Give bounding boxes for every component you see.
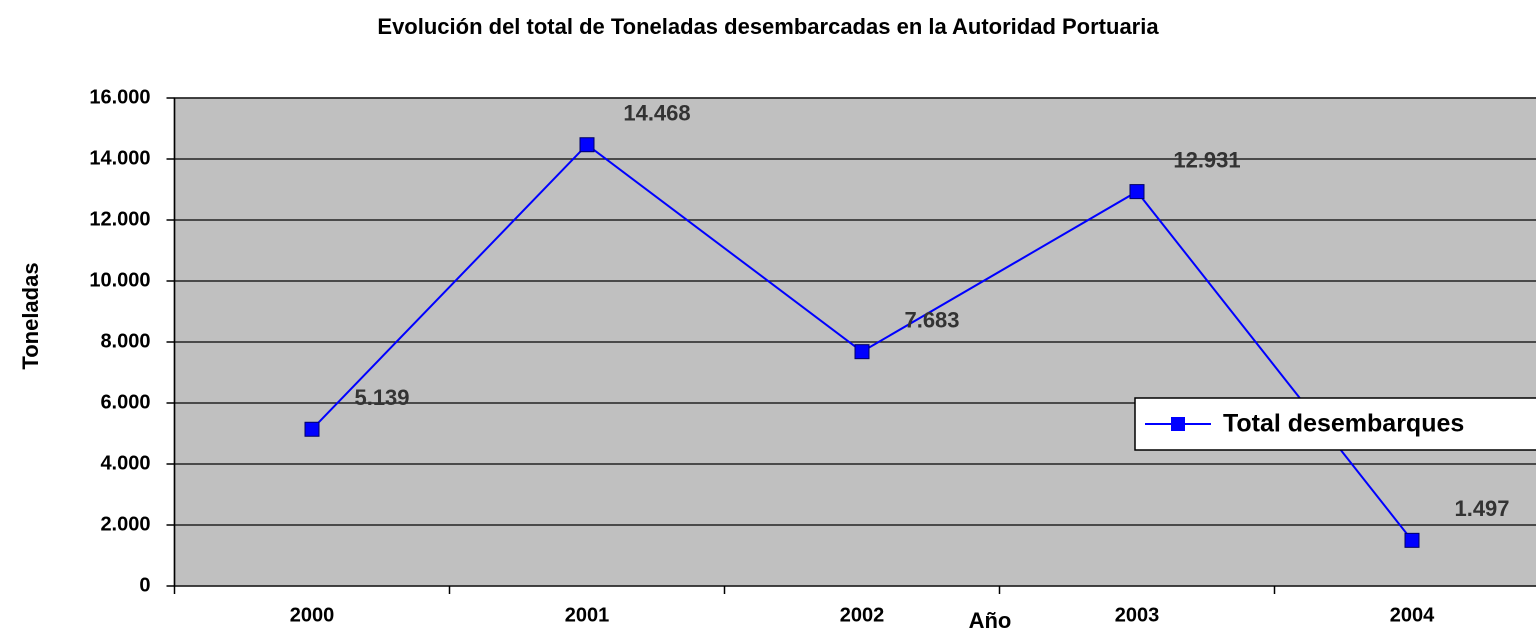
data-point [304,421,320,437]
chart-title: Evolución del total de Toneladas desemba… [377,14,1159,39]
data-point [1129,184,1145,200]
y-tick-label: 10.000 [89,269,150,291]
data-point [854,344,870,360]
data-label: 5.139 [354,385,409,410]
x-tick-label: 2001 [565,604,610,626]
x-tick-label: 2000 [290,604,335,626]
y-tick-label: 14.000 [89,147,150,169]
data-label: 1.497 [1454,496,1509,521]
y-tick-label: 8.000 [100,330,150,352]
y-tick-label: 4.000 [100,452,150,474]
legend-label: Total desembarques [1223,410,1464,438]
y-tick-label: 16.000 [89,86,150,108]
y-tick-label: 6.000 [100,391,150,413]
x-tick-label: 2002 [840,604,885,626]
y-tick-label: 0 [139,574,150,596]
data-point [579,137,595,153]
legend-marker [1171,417,1185,431]
x-tick-label: 2003 [1115,604,1160,626]
data-label: 7.683 [904,307,959,332]
y-axis-label: Toneladas [18,262,43,369]
data-point [1404,532,1420,548]
data-label: 14.468 [623,101,690,126]
y-tick-label: 2.000 [100,513,150,535]
x-axis-label: Año [969,608,1012,633]
y-tick-label: 12.000 [89,208,150,230]
data-label: 12.931 [1173,147,1240,172]
x-tick-label: 2004 [1390,604,1435,626]
